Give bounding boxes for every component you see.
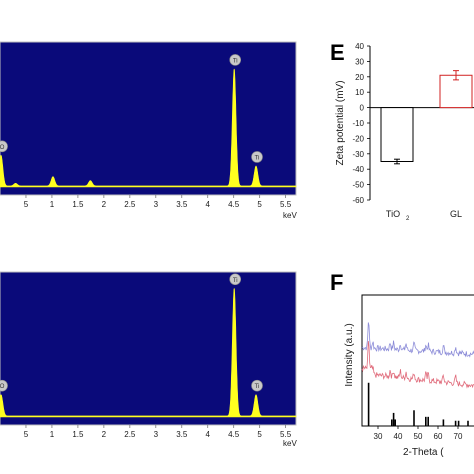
eds-spectrum-top: O Ti Ti 5 1 1.5 2 2.5 3 3.5 4 4.5 5 5.5 keV	[0, 41, 297, 220]
xrd-axes-frame	[361, 294, 474, 427]
eds-bottom-x-tick-label: 1	[50, 430, 55, 439]
eds-top-peak-marker	[229, 54, 242, 66]
eds-bottom-peak-marker	[0, 379, 8, 392]
xrd-x-axis-label: 2-Theta (	[403, 447, 444, 458]
zeta-potential-chart: E 40 30 20 10 0 -10 -20 -30 -40 -50 -60 Zeta poten…	[330, 40, 474, 222]
xrd-x-tick-label: 60	[434, 432, 443, 441]
eds-bottom-peak-marker	[251, 379, 263, 392]
panel-letter-f: F	[330, 270, 343, 295]
zeta-y-tick-label: 10	[355, 88, 364, 97]
eds-bottom-x-tick-label: 5.5	[280, 430, 292, 439]
zeta-y-tick-label: -60	[352, 196, 364, 205]
eds-bottom-x-tick-label: 2.5	[124, 430, 136, 439]
zeta-category-label: GL	[450, 209, 462, 219]
eds-top-x-tick-label: 3.5	[176, 200, 188, 209]
eds-bottom-x-tick-label: 4.5	[228, 430, 240, 439]
eds-top-peak-label: O	[0, 145, 5, 151]
zeta-y-tick-label: -40	[352, 165, 364, 174]
eds-top-x-tick-label: 5	[24, 200, 29, 209]
zeta-category-subscript: 2	[406, 216, 410, 222]
zeta-y-axis-label: Zeta potential (mV)	[335, 80, 346, 165]
xrd-x-tick-label: 50	[414, 432, 423, 441]
zeta-y-tick-label: -20	[352, 134, 364, 143]
eds-top-plot-area	[0, 41, 297, 196]
zeta-y-tick-label: 40	[355, 42, 364, 51]
xrd-series-line	[361, 322, 474, 358]
eds-bottom-peak-label: Ti	[233, 278, 238, 284]
eds-bottom-peak-label: Ti	[255, 384, 260, 390]
zeta-y-tick-label: -30	[352, 150, 364, 159]
zeta-y-tick-label: 30	[355, 57, 364, 66]
eds-top-peak-label: Ti	[233, 58, 238, 64]
eds-top-spectrum-trace	[0, 68, 297, 188]
zeta-y-tick-label: -50	[352, 181, 364, 190]
zeta-y-tick-label: 0	[360, 104, 365, 113]
eds-bottom-peak-marker	[229, 273, 242, 286]
zeta-category-label: TiO	[386, 209, 400, 219]
eds-top-peak-marker	[0, 140, 8, 153]
eds-top-peak-label: Ti	[255, 155, 260, 161]
eds-spectrum-bottom: O Ti Ti 5 1 1.5 2 2.5 3 3.5 4 4.5 5 5.5 keV	[0, 271, 297, 448]
eds-bottom-peak-label: O	[0, 384, 5, 390]
eds-top-x-tick-label: 3	[154, 200, 159, 209]
eds-bottom-x-unit: keV	[283, 439, 297, 448]
eds-top-x-tick-label: 2.5	[124, 200, 136, 209]
eds-bottom-spectrum-trace	[0, 288, 297, 418]
panel-letter-e: E	[330, 40, 345, 65]
eds-bottom-x-tick-label: 3.5	[176, 430, 188, 439]
xrd-x-tick-label: 40	[394, 432, 403, 441]
zeta-bar	[380, 107, 414, 162]
zeta-y-tick-label: -10	[352, 119, 364, 128]
eds-bottom-x-tick-label: 2	[102, 430, 107, 439]
eds-bottom-x-tick-label: 5	[24, 430, 29, 439]
xrd-y-axis-label: Intensity (a.u.)	[344, 323, 355, 386]
eds-bottom-x-tick-label: 5	[257, 430, 262, 439]
eds-top-x-tick-label: 1	[50, 200, 55, 209]
eds-top-x-tick-label: 5.5	[280, 200, 292, 209]
zeta-y-tick-label: 20	[355, 73, 364, 82]
eds-bottom-x-tick-label: 3	[154, 430, 159, 439]
eds-top-x-tick-label: 4.5	[228, 200, 240, 209]
eds-top-x-tick-label: 5	[257, 200, 262, 209]
eds-bottom-x-tick-label: 1.5	[72, 430, 84, 439]
xrd-x-tick-label: 70	[454, 432, 463, 441]
xrd-series-line	[361, 340, 474, 389]
xrd-pattern-chart: F 30 40 50 60 70 Intensity (a.u.) 2-Theta (	[330, 270, 474, 458]
eds-top-x-tick-label: 2	[102, 200, 107, 209]
eds-top-x-tick-label: 4	[205, 200, 210, 209]
eds-bottom-x-tick-label: 4	[205, 430, 210, 439]
eds-bottom-plot-area	[0, 271, 297, 426]
eds-top-peak-marker	[251, 151, 263, 163]
eds-top-x-unit: keV	[283, 211, 297, 220]
eds-top-x-tick-label: 1.5	[72, 200, 84, 209]
xrd-x-tick-label: 30	[374, 432, 383, 441]
